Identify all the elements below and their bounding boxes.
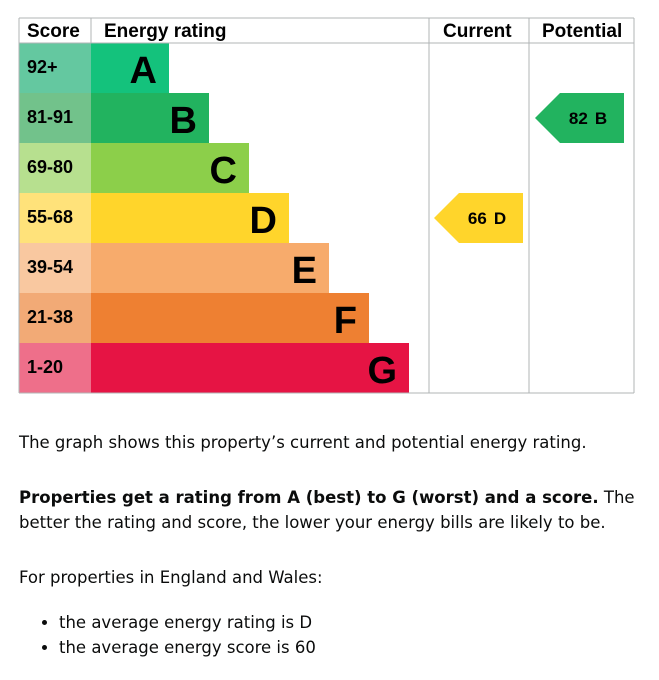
band-letter: D [250,200,277,242]
score-cell [19,343,91,393]
band-bar [91,243,329,293]
current-letter: D [494,209,506,228]
epc-graph: Score Energy rating Current Potential 92+ A 81… [18,17,635,394]
band-bar [91,193,289,243]
band-letter: G [367,350,397,392]
header: Energy rating [104,21,226,42]
header: Potential [542,21,622,42]
england: For properties in England and Wales: [19,568,323,587]
potential-label: 82 B [569,109,607,128]
header: Score [27,21,80,42]
band-letter: B [170,100,197,142]
score-cell [19,43,91,93]
rating-text: Properties get a rating from A (best) to… [19,485,639,535]
band-letter: F [334,300,357,342]
band-letter: A [130,50,157,92]
intro: The graph shows this property’s current … [19,433,587,452]
band-bar [91,93,209,143]
band-score: 39-54 [27,257,73,277]
band-bar [91,143,249,193]
potential-score: 82 [569,109,588,128]
score-cell [19,143,91,193]
rating-rest: The better the rating and score, the low… [19,488,635,532]
band-score: 81-91 [27,107,73,127]
band-bar [91,43,169,93]
band-score: 21-38 [27,307,73,327]
current-score: 66 [468,209,487,228]
bullets: the average energy rating is D the avera… [19,610,639,660]
band-letter: E [292,250,317,292]
bullet: the average energy rating is D [59,610,639,635]
description: The graph shows this property’s current … [19,430,639,660]
band-score: 92+ [27,57,58,77]
current-arrow [434,193,523,243]
score-cell [19,93,91,143]
score-cell [19,293,91,343]
band-score: 69-80 [27,157,73,177]
header: Current [443,21,512,42]
potential-arrow [535,93,624,143]
rating-bold: Properties get a rating from A (best) to… [19,488,599,507]
band-letter: C [210,150,237,192]
score-cell [19,193,91,243]
potential-letter: B [595,109,607,128]
band-score: 55-68 [27,207,73,227]
band-bar [91,343,409,393]
band-bar [91,293,369,343]
bullet: the average energy score is 60 [59,635,639,660]
band-score: 1-20 [27,357,63,377]
current-label: 66 D [468,209,506,228]
score-cell [19,243,91,293]
